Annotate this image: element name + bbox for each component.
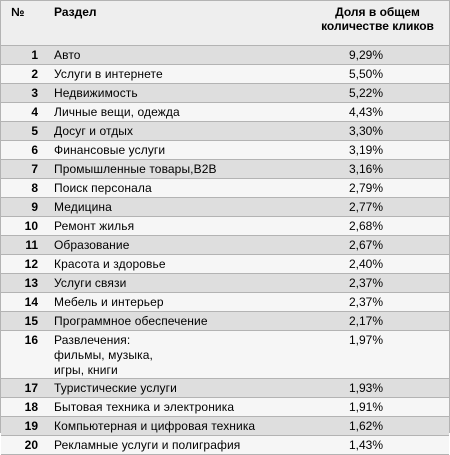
table-header-row: № Раздел Доля в общем количестве кликов xyxy=(1,1,449,46)
row-section: Развлечения: фильмы, музыка, игры, книги xyxy=(46,330,306,379)
row-number: 18 xyxy=(1,397,46,417)
row-share: 2,67% xyxy=(306,235,449,255)
row-share: 3,30% xyxy=(306,121,449,141)
row-section: Промышленные товары,B2B xyxy=(46,159,306,179)
header-share: Доля в общем количестве кликов xyxy=(306,1,449,46)
row-number: 14 xyxy=(1,292,46,312)
table-row: 1 Авто 9,29% xyxy=(1,45,449,65)
row-share: 3,19% xyxy=(306,140,449,160)
header-section: Раздел xyxy=(46,1,306,46)
row-number: 10 xyxy=(1,216,46,236)
table-row: 7 Промышленные товары,B2B 3,16% xyxy=(1,159,449,179)
table-row: 4 Личные вещи, одежда 4,43% xyxy=(1,102,449,122)
row-share: 3,16% xyxy=(306,159,449,179)
row-number: 11 xyxy=(1,235,46,255)
row-section: Недвижимость xyxy=(46,83,306,103)
row-section: Образование xyxy=(46,235,306,255)
table-row: 12 Красота и здоровье 2,40% xyxy=(1,254,449,274)
row-section: Ремонт жилья xyxy=(46,216,306,236)
row-section: Поиск персонала xyxy=(46,178,306,198)
row-section: Услуги связи xyxy=(46,273,306,293)
table-row: 9 Медицина 2,77% xyxy=(1,197,449,217)
row-section: Финансовые услуги xyxy=(46,140,306,160)
table-row: 10 Ремонт жилья 2,68% xyxy=(1,216,449,236)
row-section: Компьютерная и цифровая техника xyxy=(46,416,306,436)
row-share: 2,77% xyxy=(306,197,449,217)
row-number: 8 xyxy=(1,178,46,198)
row-share: 4,43% xyxy=(306,102,449,122)
table-row: 16 Развлечения: фильмы, музыка, игры, кн… xyxy=(1,330,449,379)
row-share: 1,93% xyxy=(306,378,449,398)
row-number: 2 xyxy=(1,64,46,84)
row-section: Туристические услуги xyxy=(46,378,306,398)
row-share: 2,79% xyxy=(306,178,449,198)
row-share: 2,17% xyxy=(306,311,449,331)
row-section: Авто xyxy=(46,45,306,65)
table-row: 13 Услуги связи 2,37% xyxy=(1,273,449,293)
row-number: 3 xyxy=(1,83,46,103)
table-row: 8 Поиск персонала 2,79% xyxy=(1,178,449,198)
row-section: Услуги в интернете xyxy=(46,64,306,84)
row-section: Мебель и интерьер xyxy=(46,292,306,312)
row-number: 7 xyxy=(1,159,46,179)
table-row: 6 Финансовые услуги 3,19% xyxy=(1,140,449,160)
table-row: 15 Программное обеспечение 2,17% xyxy=(1,311,449,331)
row-section: Медицина xyxy=(46,197,306,217)
table-row: 2 Услуги в интернете 5,50% xyxy=(1,64,449,84)
row-section: Рекламные услуги и полиграфия xyxy=(46,435,306,455)
row-number: 6 xyxy=(1,140,46,160)
row-section: Досуг и отдых xyxy=(46,121,306,141)
row-section: Красота и здоровье xyxy=(46,254,306,274)
row-number: 17 xyxy=(1,378,46,398)
row-share: 2,68% xyxy=(306,216,449,236)
table-row: 18 Бытовая техника и электроника 1,91% xyxy=(1,397,449,417)
row-share: 9,29% xyxy=(306,45,449,65)
table-row: 11 Образование 2,67% xyxy=(1,235,449,255)
row-section: Личные вещи, одежда xyxy=(46,102,306,122)
table-row: 5 Досуг и отдых 3,30% xyxy=(1,121,449,141)
row-section: Бытовая техника и электроника xyxy=(46,397,306,417)
row-number: 5 xyxy=(1,121,46,141)
row-share: 5,50% xyxy=(306,64,449,84)
header-number: № xyxy=(1,1,46,46)
row-share: 5,22% xyxy=(306,83,449,103)
row-share: 2,40% xyxy=(306,254,449,274)
row-share: 2,37% xyxy=(306,273,449,293)
row-number: 9 xyxy=(1,197,46,217)
row-number: 13 xyxy=(1,273,46,293)
row-section: Программное обеспечение xyxy=(46,311,306,331)
row-share: 2,37% xyxy=(306,292,449,312)
row-number: 15 xyxy=(1,311,46,331)
row-share: 1,43% xyxy=(306,435,449,455)
row-number: 4 xyxy=(1,102,46,122)
table-row: 3 Недвижимость 5,22% xyxy=(1,83,449,103)
row-number: 12 xyxy=(1,254,46,274)
row-number: 19 xyxy=(1,416,46,436)
table-row: 17 Туристические услуги 1,93% xyxy=(1,378,449,398)
row-share: 1,97% xyxy=(306,330,449,379)
row-share: 1,91% xyxy=(306,397,449,417)
row-number: 20 xyxy=(1,435,46,455)
row-number: 1 xyxy=(1,45,46,65)
table-row: 20 Рекламные услуги и полиграфия 1,43% xyxy=(1,435,449,455)
row-number: 16 xyxy=(1,330,46,379)
table-row: 14 Мебель и интерьер 2,37% xyxy=(1,292,449,312)
